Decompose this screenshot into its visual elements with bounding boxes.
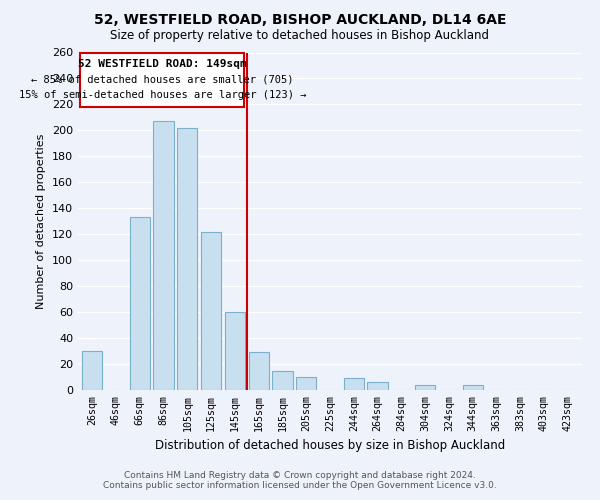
Bar — [154, 122, 173, 390]
Text: 52 WESTFIELD ROAD: 149sqm: 52 WESTFIELD ROAD: 149sqm — [78, 59, 247, 69]
Bar — [344, 378, 364, 390]
Bar — [272, 370, 293, 390]
Bar — [201, 232, 221, 390]
Text: Contains HM Land Registry data © Crown copyright and database right 2024.
Contai: Contains HM Land Registry data © Crown c… — [103, 470, 497, 490]
Bar — [248, 352, 269, 390]
Bar — [463, 385, 483, 390]
Bar — [296, 377, 316, 390]
Bar — [415, 385, 435, 390]
Text: 15% of semi-detached houses are larger (123) →: 15% of semi-detached houses are larger (… — [19, 90, 306, 101]
Bar — [367, 382, 388, 390]
Bar — [130, 218, 150, 390]
Bar — [82, 351, 103, 390]
FancyBboxPatch shape — [80, 52, 244, 107]
Text: 52, WESTFIELD ROAD, BISHOP AUCKLAND, DL14 6AE: 52, WESTFIELD ROAD, BISHOP AUCKLAND, DL1… — [94, 12, 506, 26]
Text: Size of property relative to detached houses in Bishop Auckland: Size of property relative to detached ho… — [110, 29, 490, 42]
X-axis label: Distribution of detached houses by size in Bishop Auckland: Distribution of detached houses by size … — [155, 439, 505, 452]
Bar — [225, 312, 245, 390]
Text: ← 85% of detached houses are smaller (705): ← 85% of detached houses are smaller (70… — [31, 75, 293, 85]
Y-axis label: Number of detached properties: Number of detached properties — [37, 134, 46, 309]
Bar — [177, 128, 197, 390]
